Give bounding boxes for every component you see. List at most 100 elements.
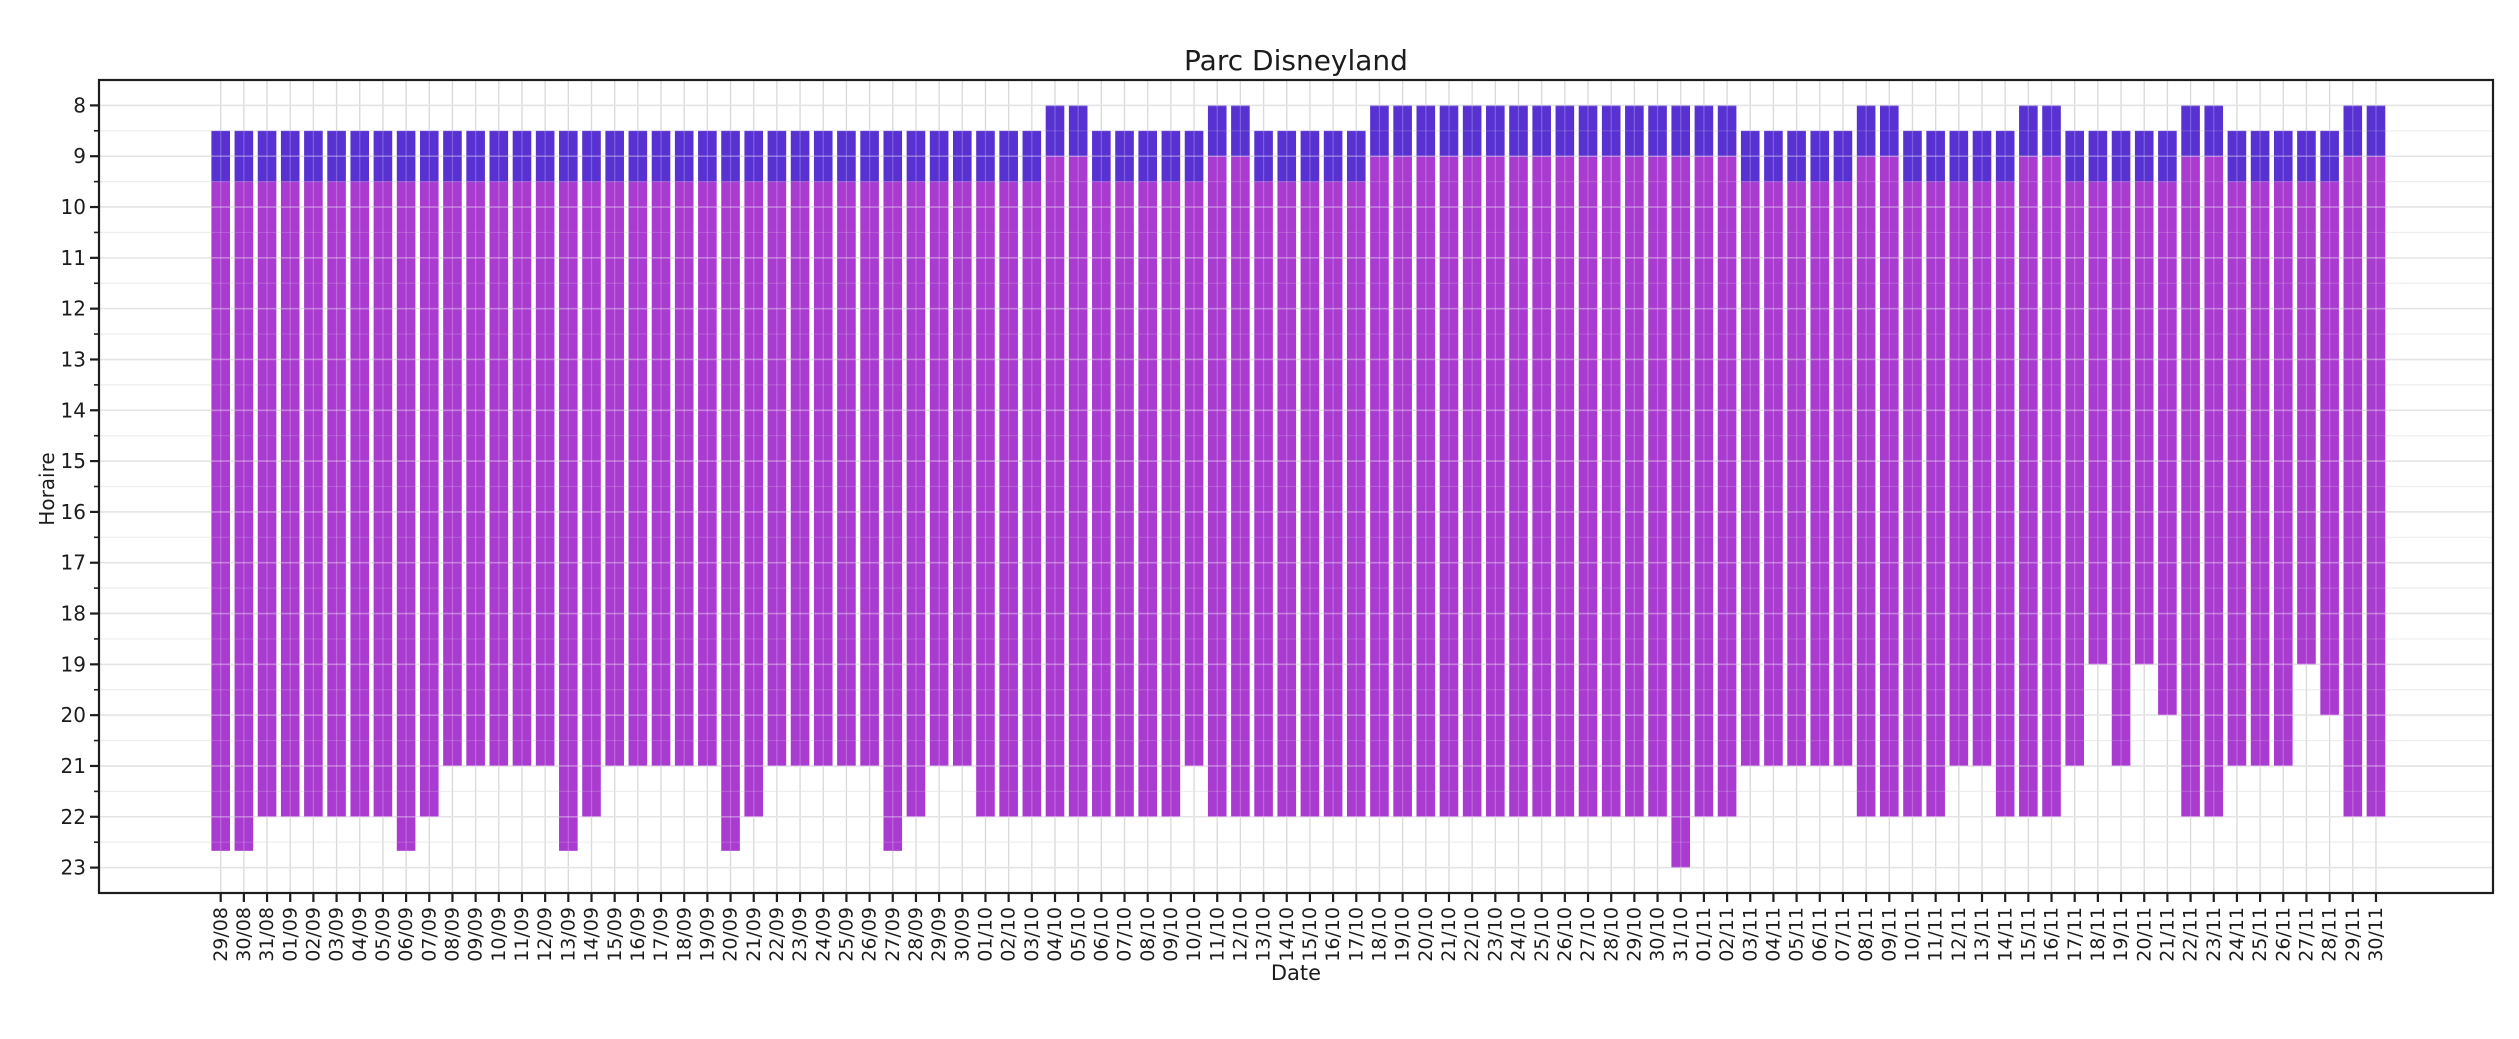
bar-early-17/10 [1346, 130, 1366, 182]
bar-early-04/11 [1764, 130, 1783, 182]
x-tick-label: 22/09 [766, 907, 788, 962]
bar-early-01/09 [280, 130, 300, 182]
x-tick-label: 30/11 [2365, 907, 2387, 962]
bar-early-13/10 [1254, 130, 1273, 182]
x-tick-label: 06/10 [1090, 907, 1112, 962]
bar-day-10/11 [1903, 181, 1922, 817]
x-tick-label: 25/11 [2249, 907, 2271, 962]
y-tick-label: 22 [61, 805, 86, 829]
bar-day-07/11 [1833, 181, 1853, 766]
x-tick-label: 05/11 [1786, 907, 1808, 962]
bar-day-09/11 [1880, 156, 1899, 817]
bar-early-29/10 [1625, 105, 1644, 157]
bar-early-17/09 [651, 130, 671, 182]
bar-early-01/11 [1694, 105, 1714, 157]
bar-early-29/08 [211, 130, 230, 182]
bar-early-14/10 [1277, 130, 1297, 182]
x-tick-label: 17/10 [1345, 907, 1367, 962]
bar-day-30/09 [953, 181, 972, 766]
x-tick-label: 11/11 [1925, 907, 1947, 962]
x-tick-label: 31/08 [256, 907, 278, 962]
bar-early-10/11 [1903, 130, 1922, 182]
bar-day-09/09 [466, 181, 485, 766]
bar-early-19/09 [698, 130, 717, 182]
bar-early-28/09 [906, 130, 926, 182]
bar-day-10/10 [1184, 181, 1204, 766]
x-tick-label: 23/09 [789, 907, 811, 962]
bar-early-16/10 [1323, 130, 1343, 182]
bar-day-24/09 [813, 181, 833, 766]
bar-early-12/11 [1949, 130, 1969, 182]
bar-early-10/09 [489, 130, 509, 182]
bar-day-20/10 [1416, 156, 1436, 817]
x-tick-label: 20/10 [1415, 907, 1437, 962]
bar-day-16/10 [1323, 181, 1343, 817]
y-tick-label: 20 [61, 703, 86, 727]
bar-day-06/10 [1092, 181, 1111, 817]
y-tick-label: 21 [61, 754, 86, 778]
bar-early-03/10 [1022, 130, 1042, 182]
bar-day-05/11 [1787, 181, 1806, 766]
x-tick-label: 10/09 [488, 907, 510, 962]
x-tick-label: 21/09 [743, 907, 765, 962]
bar-early-20/11 [2134, 130, 2154, 182]
bar-early-15/09 [605, 130, 624, 182]
x-tick-label: 24/11 [2226, 907, 2248, 962]
y-tick-label: 23 [61, 856, 86, 880]
x-tick-label: 26/09 [859, 907, 881, 962]
x-tick-label: 07/09 [418, 907, 440, 962]
bar-day-29/08 [211, 181, 230, 851]
x-tick-label: 01/09 [279, 907, 301, 962]
x-tick-label: 13/11 [1971, 907, 1993, 962]
bar-day-04/11 [1764, 181, 1783, 766]
bar-early-19/10 [1393, 105, 1412, 157]
x-tick-label: 03/09 [326, 907, 348, 962]
bar-day-02/11 [1717, 156, 1737, 817]
bar-early-23/10 [1486, 105, 1505, 157]
x-tick-label: 02/09 [302, 907, 324, 962]
x-tick-label: 11/10 [1206, 907, 1228, 962]
x-tick-label: 09/10 [1160, 907, 1182, 962]
x-tick-label: 26/10 [1554, 907, 1576, 962]
x-tick-label: 23/10 [1484, 907, 1506, 962]
x-tick-label: 04/10 [1044, 907, 1066, 962]
bar-early-25/09 [837, 130, 856, 182]
bar-early-05/09 [373, 130, 393, 182]
bar-early-05/10 [1068, 105, 1088, 157]
bar-early-27/11 [2297, 130, 2316, 182]
bar-early-30/08 [234, 130, 254, 182]
bar-day-08/10 [1138, 181, 1157, 817]
y-tick-label: 18 [61, 602, 86, 626]
x-tick-label: 28/09 [905, 907, 927, 962]
bar-early-31/10 [1671, 105, 1691, 157]
bar-early-29/09 [929, 130, 949, 182]
bar-early-11/11 [1926, 130, 1945, 182]
bar-day-02/10 [999, 181, 1018, 817]
bar-early-26/11 [2273, 130, 2293, 182]
bar-day-23/09 [790, 181, 810, 766]
bar-early-30/11 [2366, 105, 2386, 157]
x-tick-label: 11/09 [511, 907, 533, 962]
bar-day-05/09 [373, 181, 393, 817]
x-tick-label: 13/09 [557, 907, 579, 962]
bar-early-08/11 [1856, 105, 1876, 157]
bar-early-09/10 [1161, 130, 1181, 182]
bar-day-13/10 [1254, 181, 1273, 817]
bar-early-12/10 [1231, 105, 1250, 157]
bar-day-11/10 [1207, 156, 1227, 817]
x-tick-label: 19/10 [1392, 907, 1414, 962]
x-tick-label: 01/11 [1693, 907, 1715, 962]
x-tick-label: 20/11 [2133, 907, 2155, 962]
bar-day-12/09 [535, 181, 555, 766]
x-tick-label: 09/11 [1878, 907, 1900, 962]
bar-day-14/11 [1995, 181, 2015, 817]
x-tick-label: 24/09 [812, 907, 834, 962]
bar-day-10/09 [489, 181, 509, 766]
bar-day-25/09 [837, 181, 856, 766]
bar-early-20/09 [721, 130, 740, 182]
bar-day-14/10 [1277, 181, 1297, 817]
bar-day-21/11 [2158, 181, 2177, 716]
x-tick-label: 17/11 [2064, 907, 2086, 962]
x-tick-label: 12/09 [534, 907, 556, 962]
